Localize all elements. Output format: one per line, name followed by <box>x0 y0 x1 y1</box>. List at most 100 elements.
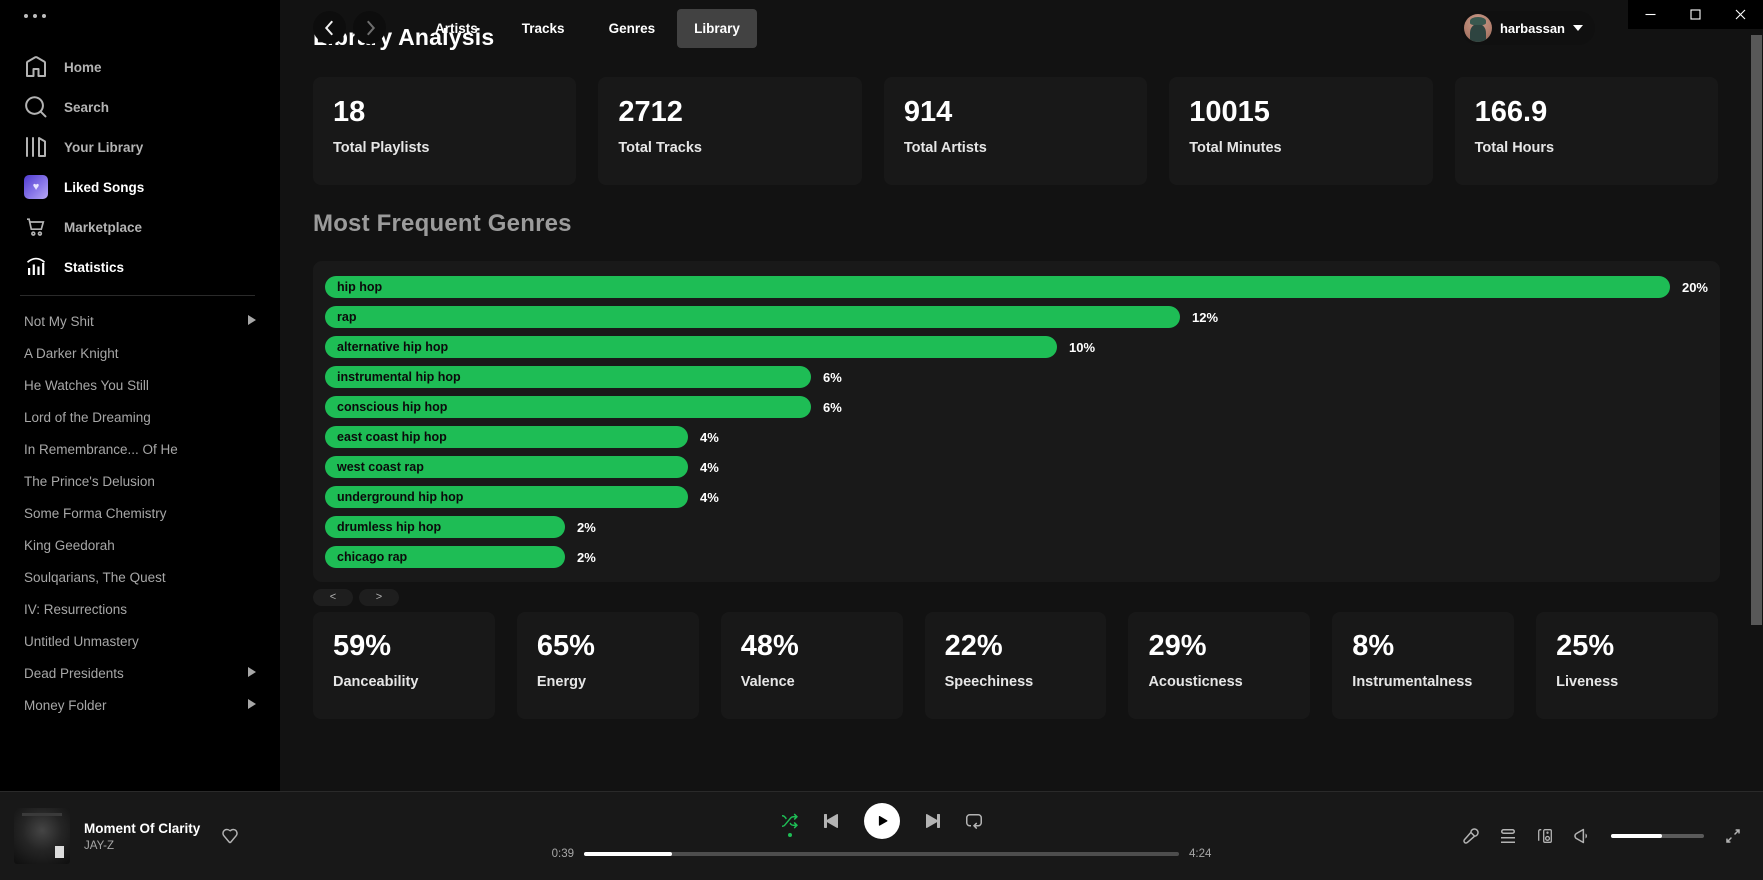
feature-card-valence: 48% Valence <box>720 612 903 719</box>
album-art[interactable] <box>14 808 70 864</box>
stats-tabs: Artists Tracks Genres Library <box>413 9 757 48</box>
user-menu[interactable]: harbassan <box>1460 11 1595 45</box>
sidebar-item-your-library[interactable]: Your Library <box>0 127 280 167</box>
close-button[interactable] <box>1718 0 1763 29</box>
playlist-label: Untitled Unmastery <box>24 633 139 649</box>
connect-device-button[interactable] <box>1537 828 1553 844</box>
back-button[interactable] <box>313 11 346 44</box>
genre-bar-value: 6% <box>823 399 842 415</box>
playlist-item-untitled-unmastery[interactable]: Untitled Unmastery <box>0 625 280 657</box>
playlist-item-lord-of-the-dreaming[interactable]: Lord of the Dreaming <box>0 401 280 433</box>
playlist-label: Dead Presidents <box>24 665 124 681</box>
tab-genres[interactable]: Genres <box>608 21 656 36</box>
playlist-label: A Darker Knight <box>24 345 119 361</box>
liked-songs-icon: ♥ <box>24 175 48 199</box>
progress-bar[interactable] <box>584 852 1179 856</box>
scrollbar-thumb[interactable] <box>1751 35 1762 625</box>
playlist-item-in-remembrance-of-he[interactable]: In Remembrance... Of He <box>0 433 280 465</box>
genre-bar-value: 6% <box>823 369 842 385</box>
genre-bar-row: west coast rap 4% <box>325 456 1708 478</box>
playlist-label: King Geedorah <box>24 537 115 553</box>
minimize-button[interactable] <box>1628 0 1673 29</box>
playlist-item-king-geedorah[interactable]: King Geedorah <box>0 529 280 561</box>
feature-value: 25% <box>1556 630 1615 662</box>
shuffle-button[interactable] <box>781 813 798 837</box>
sidebar-item-home[interactable]: Home <box>0 47 280 87</box>
close-icon <box>1735 9 1746 20</box>
like-button[interactable] <box>222 828 239 844</box>
genre-bar-value: 2% <box>577 519 596 535</box>
duration-time: 4:24 <box>1189 848 1212 860</box>
chevron-down-icon <box>1573 25 1583 31</box>
genre-bar-instrumental-hip-hop: instrumental hip hop <box>325 366 811 388</box>
app-menu-dots-icon[interactable] <box>24 14 46 18</box>
playlist-item-dead-presidents[interactable]: Dead Presidents <box>0 657 280 689</box>
playlist-item-the-prince-s-delusion[interactable]: The Prince's Delusion <box>0 465 280 497</box>
volume-slider[interactable] <box>1611 834 1704 838</box>
playlist-item-some-forma-chemistry[interactable]: Some Forma Chemistry <box>0 497 280 529</box>
playlist-label: Not My Shit <box>24 313 94 329</box>
genre-bar-row: hip hop 20% <box>325 276 1708 298</box>
sidebar-item-search[interactable]: Search <box>0 87 280 127</box>
progress-fill <box>584 852 673 856</box>
genre-bar-value: 10% <box>1069 339 1096 355</box>
avatar <box>1463 14 1492 42</box>
fullscreen-button[interactable] <box>1725 828 1741 844</box>
playlist-item-a-darker-knight[interactable]: A Darker Knight <box>0 337 280 369</box>
genre-bar-row: instrumental hip hop 6% <box>325 366 1708 388</box>
forward-button[interactable] <box>353 11 386 44</box>
pager-prev-button[interactable]: < <box>313 589 353 606</box>
feature-label: Instrumentalness <box>1352 674 1473 690</box>
stat-card-total-tracks: 2712 Total Tracks <box>598 77 862 185</box>
playlist-item-money-folder[interactable]: Money Folder <box>0 689 280 721</box>
stat-card-total-playlists: 18 Total Playlists <box>313 77 577 185</box>
genre-bar-label: chicago rap <box>337 550 408 564</box>
genre-bar-west-coast-rap: west coast rap <box>325 456 688 478</box>
folder-chevron-right-icon <box>248 698 256 712</box>
pager-next-button[interactable]: > <box>359 589 399 606</box>
stat-label: Total Playlists <box>333 140 430 156</box>
repeat-button[interactable] <box>965 813 982 829</box>
sidebar-item-marketplace[interactable]: Marketplace <box>0 207 280 247</box>
sidebar-item-label: Home <box>64 59 102 75</box>
feature-value: 48% <box>740 630 799 662</box>
maximize-button[interactable] <box>1673 0 1718 29</box>
microphone-icon <box>1463 828 1479 844</box>
play-button[interactable] <box>863 803 900 839</box>
next-button[interactable] <box>925 813 941 829</box>
playlist-item-iv-resurrections[interactable]: IV: Resurrections <box>0 593 280 625</box>
genres-section-title: Most Frequent Genres <box>313 210 572 237</box>
stat-value: 10015 <box>1189 96 1270 128</box>
queue-button[interactable] <box>1500 828 1516 844</box>
sidebar-item-label: Liked Songs <box>64 179 145 195</box>
player-bar: Moment Of Clarity JAY-Z <box>0 791 1763 880</box>
heart-icon <box>222 828 239 844</box>
sidebar-item-statistics[interactable]: Statistics <box>0 247 280 287</box>
audio-features-row: 59% Danceability 65% Energy 48% Valence 22% Spe… <box>313 612 1719 719</box>
playlist-item-he-watches-you-still[interactable]: He Watches You Still <box>0 369 280 401</box>
tab-library[interactable]: Library <box>677 9 757 48</box>
genre-bar-east-coast-hip-hop: east coast hip hop <box>325 426 688 448</box>
feature-card-danceability: 59% Danceability <box>313 612 495 719</box>
track-title[interactable]: Moment Of Clarity <box>84 820 201 836</box>
sidebar-item-label: Search <box>64 99 110 115</box>
playlist-item-not-my-shit[interactable]: Not My Shit <box>0 305 280 337</box>
tab-artists[interactable]: Artists <box>435 21 478 36</box>
tab-tracks[interactable]: Tracks <box>521 21 565 36</box>
expand-icon <box>1725 828 1741 844</box>
playlist-item-soulqarians-the-quest[interactable]: Soulqarians, The Quest <box>0 561 280 593</box>
volume-button[interactable] <box>1574 828 1590 844</box>
track-artist[interactable]: JAY-Z <box>84 839 115 852</box>
genre-bar-value: 4% <box>700 489 719 505</box>
shuffle-icon <box>781 813 798 829</box>
previous-button[interactable] <box>823 813 839 829</box>
sidebar-item-liked-songs[interactable]: ♥ Liked Songs <box>0 167 280 207</box>
lyrics-button[interactable] <box>1463 828 1479 844</box>
sidebar: Home Search Your Library ♥ Liked Songs Market… <box>0 0 280 791</box>
sidebar-divider <box>20 295 255 296</box>
now-playing: Moment Of Clarity JAY-Z <box>14 792 239 880</box>
playlist-list: Not My Shit A Darker Knight He Watches You… <box>0 305 280 721</box>
stat-value: 914 <box>903 96 953 128</box>
library-stats-row: 18 Total Playlists 2712 Total Tracks 914 Tota… <box>313 77 1719 185</box>
